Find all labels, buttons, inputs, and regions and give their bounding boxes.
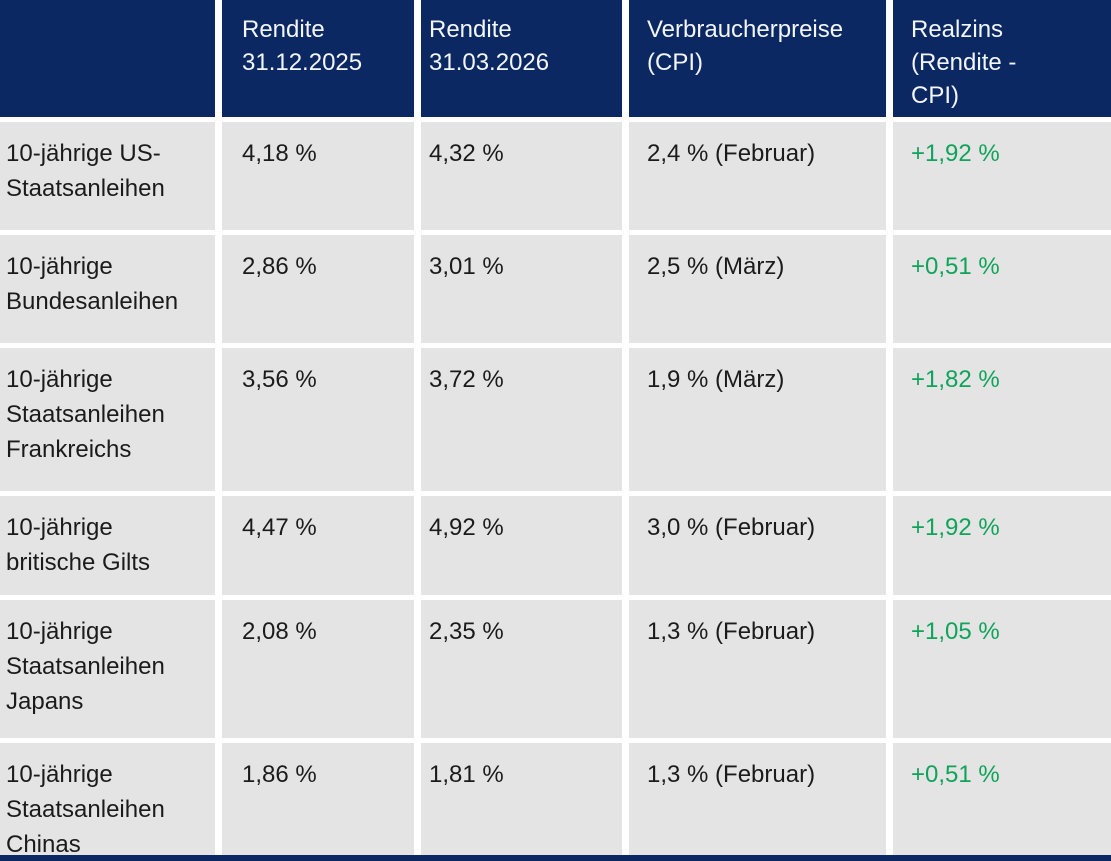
- header-cell-realzins: Realzins (Rendite - CPI): [893, 0, 1111, 117]
- value-realzins-china: +0,51 %: [893, 743, 1111, 855]
- value-rendite-2025-japan: 2,08 %: [222, 600, 414, 738]
- value-rendite-2026-japan: 2,35 %: [421, 600, 622, 738]
- value-realzins-japan: +1,05 %: [893, 600, 1111, 738]
- value-cpi-japan: 1,3 % (Februar): [629, 600, 886, 738]
- row-label-japan: 10-jährige Staatsanleihen Japans: [0, 600, 215, 738]
- value-cpi-france: 1,9 % (März): [629, 348, 886, 491]
- value-rendite-2025-france: 3,56 %: [222, 348, 414, 491]
- value-rendite-2026-bunds: 3,01 %: [421, 235, 622, 343]
- value-cpi-china: 1,3 % (Februar): [629, 743, 886, 855]
- value-cpi-gilts: 3,0 % (Februar): [629, 496, 886, 595]
- header-cell-rendite-2026: Rendite 31.03.2026: [421, 0, 622, 117]
- value-rendite-2026-gilts: 4,92 %: [421, 496, 622, 595]
- value-rendite-2025-gilts: 4,47 %: [222, 496, 414, 595]
- row-label-us-treasuries: 10-jährige US- Staatsanleihen: [0, 122, 215, 230]
- table-bottom-border: [0, 855, 1111, 861]
- header-cell-rendite-2025: Rendite 31.12.2025: [222, 0, 414, 117]
- value-cpi-us: 2,4 % (Februar): [629, 122, 886, 230]
- value-rendite-2026-france: 3,72 %: [421, 348, 622, 491]
- value-cpi-bunds: 2,5 % (März): [629, 235, 886, 343]
- value-rendite-2025-bunds: 2,86 %: [222, 235, 414, 343]
- value-realzins-bunds: +0,51 %: [893, 235, 1111, 343]
- value-realzins-gilts: +1,92 %: [893, 496, 1111, 595]
- header-cell-bond: [0, 0, 215, 117]
- value-rendite-2026-china: 1,81 %: [421, 743, 622, 855]
- row-label-france: 10-jährige Staatsanleihen Frankreichs: [0, 348, 215, 491]
- row-label-gilts: 10-jährige britische Gilts: [0, 496, 215, 595]
- header-cell-cpi: Verbraucherpreise (CPI): [629, 0, 886, 117]
- value-realzins-france: +1,82 %: [893, 348, 1111, 491]
- row-label-bunds: 10-jährige Bundesanleihen: [0, 235, 215, 343]
- value-rendite-2025-us: 4,18 %: [222, 122, 414, 230]
- value-rendite-2026-us: 4,32 %: [421, 122, 622, 230]
- value-realzins-us: +1,92 %: [893, 122, 1111, 230]
- row-label-china: 10-jährige Staatsanleihen Chinas: [0, 743, 215, 855]
- value-rendite-2025-china: 1,86 %: [222, 743, 414, 855]
